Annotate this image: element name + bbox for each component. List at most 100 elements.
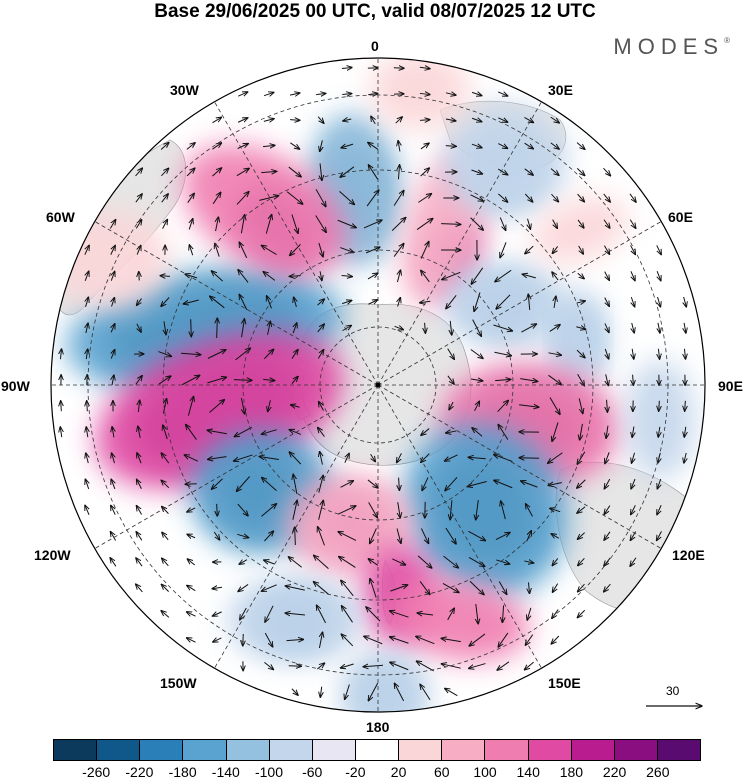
wind-arrow bbox=[498, 193, 507, 202]
wind-arrow bbox=[320, 686, 321, 698]
wind-arrow bbox=[633, 374, 634, 386]
wind-arrow bbox=[340, 663, 354, 668]
wind-arrow bbox=[161, 297, 170, 306]
wind-arrow bbox=[318, 427, 325, 437]
wind-arrow bbox=[87, 401, 88, 412]
wind-arrow bbox=[498, 632, 509, 647]
wind-arrow bbox=[606, 374, 609, 385]
wind-arrow bbox=[524, 116, 533, 122]
wind-arrow bbox=[316, 93, 326, 94]
wind-arrow bbox=[289, 430, 302, 435]
wind-arrow bbox=[186, 143, 195, 150]
wind-arrow bbox=[470, 217, 484, 231]
wind-arrow bbox=[211, 478, 223, 489]
colorbar-ticks: -260 -220 -180 -140 -100 -60 -20 20 60 100 140 180 2… bbox=[53, 764, 701, 782]
lon-label-60w: 60W bbox=[46, 209, 75, 225]
wind-arrow bbox=[208, 457, 227, 460]
wind-arrow bbox=[520, 379, 537, 382]
wind-arrow bbox=[319, 402, 324, 411]
wind-arrow bbox=[446, 431, 457, 433]
brand-logo: MODES® bbox=[613, 34, 730, 60]
wind-arrow bbox=[187, 508, 196, 512]
wind-arrow bbox=[577, 506, 586, 513]
wind-arrow bbox=[392, 558, 405, 565]
wind-arrow bbox=[552, 422, 559, 441]
wind-arrow bbox=[187, 534, 196, 537]
wind-arrow bbox=[390, 611, 409, 618]
wind-arrow bbox=[498, 143, 507, 149]
wind-arrow bbox=[341, 634, 354, 647]
wind-arrow bbox=[494, 454, 513, 462]
wind-arrow bbox=[577, 193, 585, 202]
wind-arrow bbox=[368, 502, 378, 517]
wind-arrow bbox=[417, 613, 434, 615]
colorbar-swatch bbox=[269, 740, 313, 760]
wind-arrow bbox=[603, 219, 610, 228]
wind-arrow bbox=[86, 453, 89, 464]
wind-arrow bbox=[263, 349, 273, 360]
wind-arrow bbox=[551, 635, 560, 644]
wind-arrow bbox=[187, 585, 196, 592]
wind-arrow bbox=[447, 348, 455, 360]
anomaly-blob bbox=[341, 651, 429, 712]
meridian-line bbox=[94, 384, 379, 549]
wind-arrow bbox=[684, 296, 687, 307]
wind-arrow bbox=[160, 276, 170, 277]
wind-arrow bbox=[444, 454, 458, 461]
wind-arrow bbox=[339, 191, 354, 204]
lon-label-30w: 30W bbox=[170, 82, 199, 98]
wind-arrow bbox=[186, 612, 196, 617]
wind-arrow bbox=[259, 457, 279, 460]
wind-arrow bbox=[657, 531, 662, 540]
wind-arrow bbox=[288, 166, 301, 177]
wind-arrow bbox=[420, 120, 430, 121]
wind-arrow bbox=[110, 245, 115, 255]
wind-arrow bbox=[212, 168, 221, 177]
wind-arrow bbox=[137, 453, 142, 464]
wind-arrow bbox=[234, 426, 253, 436]
wind-arrow bbox=[550, 168, 559, 176]
wind-arrow bbox=[366, 190, 379, 207]
wind-arrow bbox=[263, 379, 275, 380]
colorbar-tick-label: -100 bbox=[254, 764, 284, 780]
wind-arrow bbox=[237, 534, 248, 537]
colorbar-tick-label: 60 bbox=[434, 764, 450, 780]
wind-arrow bbox=[630, 245, 636, 254]
wind-arrow bbox=[548, 353, 562, 355]
colorbar-swatch bbox=[614, 740, 658, 760]
wind-arrow bbox=[472, 428, 483, 437]
wind-arrow bbox=[578, 398, 583, 413]
colorbar-swatch bbox=[355, 740, 400, 760]
wind-arrow bbox=[342, 325, 352, 332]
wind-arrow bbox=[236, 168, 249, 177]
brand-name: MODES bbox=[613, 34, 725, 59]
wind-arrow bbox=[393, 190, 404, 206]
colorbar-tick-label: -60 bbox=[302, 764, 323, 780]
wind-arrow bbox=[265, 605, 274, 622]
wind-arrow bbox=[441, 638, 461, 643]
wind-arrow bbox=[368, 93, 377, 94]
wind-arrow bbox=[632, 426, 634, 438]
wind-arrow bbox=[237, 503, 248, 516]
wind-arrow bbox=[289, 93, 300, 95]
colorbar-swatch bbox=[657, 740, 701, 760]
colorbar-swatch bbox=[97, 740, 141, 760]
wind-arrow bbox=[136, 506, 143, 515]
wind-arrow bbox=[290, 244, 301, 255]
wind-arrow bbox=[521, 324, 536, 333]
anomaly-blob bbox=[182, 144, 348, 276]
wind-arrow bbox=[658, 426, 660, 437]
wind-arrow bbox=[498, 92, 508, 96]
wind-arrow bbox=[603, 245, 609, 255]
wind-arrow bbox=[238, 584, 249, 591]
wind-arrow bbox=[425, 322, 426, 333]
wind-arrow bbox=[291, 349, 298, 359]
wind-arrow bbox=[318, 500, 324, 520]
wind-arrow bbox=[471, 118, 482, 121]
meridian-line bbox=[214, 101, 379, 386]
wind-arrow bbox=[527, 607, 531, 620]
wind-arrow bbox=[576, 142, 585, 150]
wind-arrow bbox=[363, 665, 384, 667]
wind-arrow bbox=[421, 270, 430, 283]
